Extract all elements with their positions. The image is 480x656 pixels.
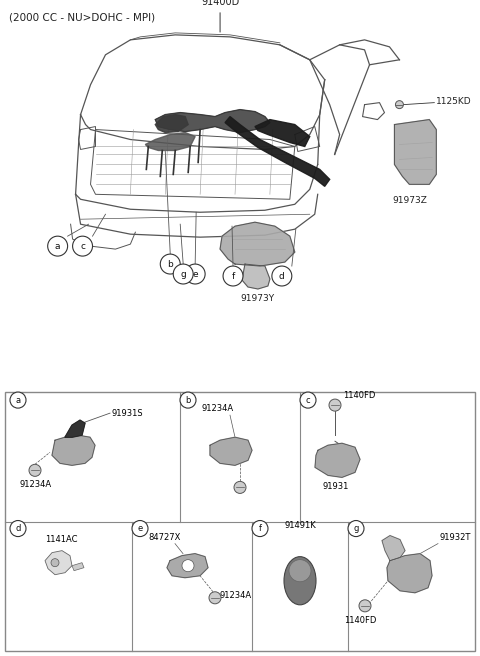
Text: 1140FD: 1140FD <box>344 616 376 625</box>
Circle shape <box>396 100 403 109</box>
Circle shape <box>180 392 196 408</box>
Polygon shape <box>382 535 405 561</box>
Circle shape <box>72 236 93 256</box>
Polygon shape <box>315 443 360 478</box>
Text: 91234A: 91234A <box>220 591 252 600</box>
Polygon shape <box>255 119 310 146</box>
Text: 1140FD: 1140FD <box>343 391 375 400</box>
Circle shape <box>234 482 246 493</box>
Circle shape <box>359 600 371 612</box>
Polygon shape <box>220 222 295 266</box>
Circle shape <box>29 464 41 476</box>
Text: 84727X: 84727X <box>148 533 180 542</box>
Circle shape <box>223 266 243 286</box>
Text: 91931S: 91931S <box>112 409 144 418</box>
Circle shape <box>252 520 268 537</box>
Text: a: a <box>55 241 60 251</box>
Polygon shape <box>45 550 72 575</box>
Text: b: b <box>168 260 173 268</box>
Text: f: f <box>259 524 262 533</box>
Text: 91400D: 91400D <box>201 0 239 7</box>
Polygon shape <box>52 435 95 465</box>
Circle shape <box>48 236 68 256</box>
Polygon shape <box>387 554 432 593</box>
Circle shape <box>10 392 26 408</box>
Text: 91491K: 91491K <box>284 521 316 529</box>
Text: (2000 CC - NU>DOHC - MPI): (2000 CC - NU>DOHC - MPI) <box>9 13 155 23</box>
Circle shape <box>173 264 193 284</box>
Circle shape <box>10 520 26 537</box>
Polygon shape <box>145 133 195 150</box>
Ellipse shape <box>289 560 311 582</box>
Text: c: c <box>80 241 85 251</box>
Text: 91234A: 91234A <box>202 404 234 413</box>
Polygon shape <box>156 115 188 133</box>
Text: 1141AC: 1141AC <box>45 535 77 544</box>
Text: d: d <box>15 524 21 533</box>
Polygon shape <box>167 554 208 578</box>
Circle shape <box>329 399 341 411</box>
Text: d: d <box>279 272 285 281</box>
Text: f: f <box>231 272 235 281</box>
Circle shape <box>132 520 148 537</box>
Text: 91932T: 91932T <box>440 533 471 542</box>
Circle shape <box>272 266 292 286</box>
Polygon shape <box>156 110 270 133</box>
Text: 91973Z: 91973Z <box>392 196 427 205</box>
Text: g: g <box>180 270 186 279</box>
Polygon shape <box>225 117 330 186</box>
Circle shape <box>209 592 221 604</box>
Text: e: e <box>192 270 198 279</box>
Text: 1125KD: 1125KD <box>436 97 472 106</box>
Ellipse shape <box>284 557 316 605</box>
Text: b: b <box>185 396 191 405</box>
Polygon shape <box>242 264 270 289</box>
Text: a: a <box>15 396 21 405</box>
Polygon shape <box>72 563 84 571</box>
Circle shape <box>300 392 316 408</box>
Circle shape <box>160 254 180 274</box>
Text: 91973Y: 91973Y <box>241 294 275 303</box>
Circle shape <box>348 520 364 537</box>
Text: 91234A: 91234A <box>20 480 52 489</box>
Polygon shape <box>210 437 252 465</box>
Text: g: g <box>353 524 359 533</box>
Text: 91931: 91931 <box>323 482 349 491</box>
Circle shape <box>182 560 194 571</box>
Text: e: e <box>137 524 143 533</box>
Text: c: c <box>306 396 310 405</box>
Circle shape <box>185 264 205 284</box>
Circle shape <box>51 559 59 567</box>
Polygon shape <box>395 119 436 184</box>
Polygon shape <box>65 420 85 437</box>
